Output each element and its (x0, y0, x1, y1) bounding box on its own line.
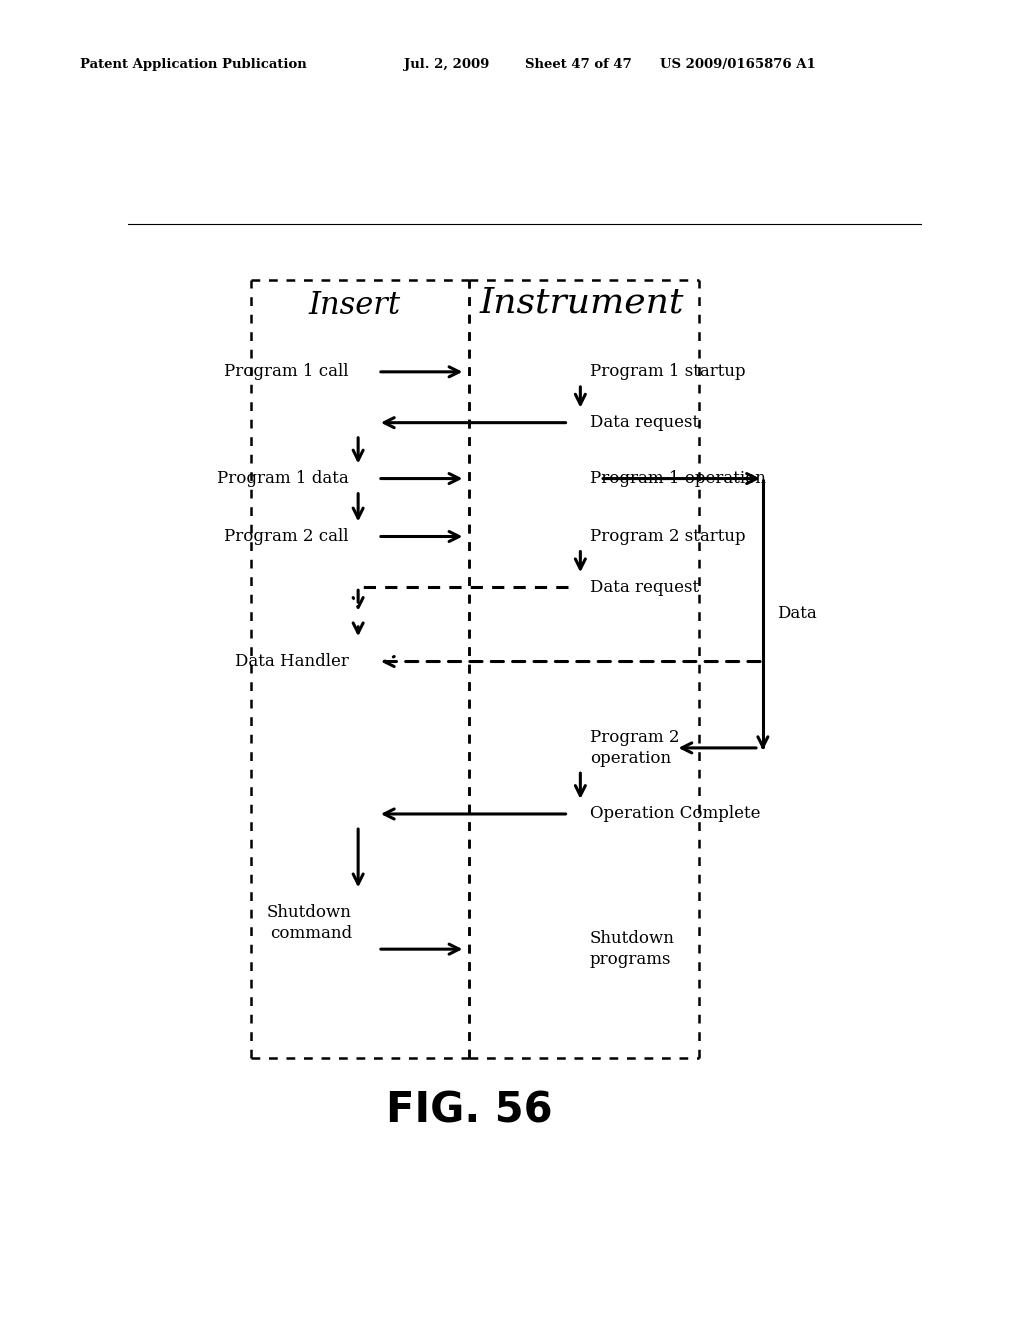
Text: US 2009/0165876 A1: US 2009/0165876 A1 (660, 58, 816, 71)
Text: Program 2 startup: Program 2 startup (590, 528, 745, 545)
Text: Shutdown
command: Shutdown command (267, 904, 352, 941)
Text: Instrument: Instrument (480, 285, 684, 319)
Text: Jul. 2, 2009: Jul. 2, 2009 (404, 58, 489, 71)
Text: FIG. 56: FIG. 56 (386, 1090, 553, 1131)
Text: Program 1 operation: Program 1 operation (590, 470, 766, 487)
Text: Program 2
operation: Program 2 operation (590, 729, 679, 767)
Text: Program 1 startup: Program 1 startup (590, 363, 745, 380)
Text: Program 1 data: Program 1 data (217, 470, 348, 487)
Text: Program 1 call: Program 1 call (224, 363, 348, 380)
Text: Data Handler: Data Handler (234, 653, 348, 671)
Text: Insert: Insert (308, 290, 400, 321)
Text: Shutdown
programs: Shutdown programs (590, 931, 675, 968)
Text: Sheet 47 of 47: Sheet 47 of 47 (525, 58, 632, 71)
Text: Data request: Data request (590, 579, 699, 595)
Text: Data: Data (777, 605, 817, 622)
Text: Operation Complete: Operation Complete (590, 805, 761, 822)
Text: Patent Application Publication: Patent Application Publication (80, 58, 306, 71)
Text: Data request: Data request (590, 414, 699, 432)
Text: Program 2 call: Program 2 call (224, 528, 348, 545)
